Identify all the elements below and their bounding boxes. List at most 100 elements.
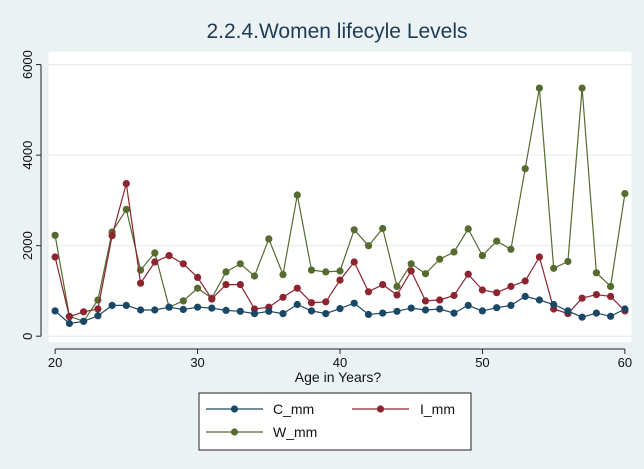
data-point [421,306,430,314]
data-point [80,308,88,316]
data-point [336,267,344,275]
legend: C_mm I_mm W_mm [198,392,472,451]
data-point [250,310,259,318]
data-point [322,268,330,276]
data-point [293,284,301,292]
y-axis: 0 2000 4000 6000 [20,50,42,340]
data-point [521,292,529,300]
data-point [151,249,159,257]
data-point [151,258,159,266]
data-point [507,301,515,309]
data-point [521,165,529,173]
data-point [578,84,586,92]
data-point [364,310,373,319]
data-point [621,305,629,313]
data-point [179,305,187,314]
data-point [108,232,116,240]
y-tick-label: 4000 [20,141,35,170]
data-point [293,300,301,309]
data-point [464,225,472,233]
data-point [65,313,73,321]
data-point [450,291,458,300]
data-point [521,277,529,285]
data-point [507,282,515,290]
data-point [379,224,387,233]
data-point [222,268,230,276]
y-tick-label: 0 [20,333,35,340]
data-point [621,190,629,198]
data-point [322,298,330,306]
legend-item-c-mm: C_mm [206,401,314,417]
data-point [336,305,344,313]
data-point [165,303,173,311]
data-point [450,309,458,317]
data-point [65,319,73,328]
legend-swatch-marker [230,428,239,436]
data-point [592,309,601,317]
data-point [236,307,244,315]
data-point [478,307,486,315]
data-point [336,276,344,284]
data-point [607,292,615,300]
data-point [279,271,287,279]
data-point [194,284,202,292]
legend-label: C_mm [273,401,314,417]
data-point [436,296,444,304]
data-point [179,297,187,305]
data-point [379,281,387,289]
series-i-mm [51,180,629,321]
series-layer [51,84,629,328]
data-point [564,257,572,266]
data-point [350,258,358,266]
data-point [550,264,558,272]
legend-item-w-mm: W_mm [206,424,317,440]
data-point [407,260,415,268]
data-point [578,313,586,321]
data-point [592,269,601,277]
data-point [222,281,230,289]
data-point [165,252,173,260]
data-point [507,245,515,253]
data-point [208,295,216,303]
data-point [493,289,501,297]
x-tick-label: 20 [48,355,62,370]
data-point [550,300,558,309]
x-axis: 20 30 40 50 60 [48,348,632,370]
data-point [194,273,202,281]
data-point [279,310,287,318]
data-point [307,266,316,274]
data-point [421,297,430,305]
data-point [51,307,59,315]
data-point [421,270,430,278]
data-point [236,260,244,268]
data-point [94,312,102,320]
data-point [250,272,259,280]
data-point [151,306,159,314]
chart-title: 2.2.4.Women lifecyle Levels [206,20,467,43]
x-tick-label: 60 [618,355,632,370]
data-point [350,299,358,307]
data-point [450,248,458,256]
legend-item-i-mm: I_mm [352,401,455,417]
plot-border [47,50,633,344]
data-point [51,253,59,261]
data-point [293,191,301,199]
data-point [393,282,401,290]
data-point [464,301,472,309]
x-axis-label: Age in Years? [295,369,382,385]
legend-label: I_mm [420,401,455,417]
data-point [592,291,601,299]
data-point [108,301,116,309]
x-tick-label: 50 [475,355,489,370]
data-point [407,304,415,312]
data-point [564,307,572,315]
y-tick-label: 2000 [20,231,35,260]
data-point [407,267,415,275]
data-point [350,226,358,234]
data-point [179,260,187,268]
legend-swatch-marker [230,405,239,413]
grid-lines [48,64,632,337]
data-point [94,305,102,313]
series-c-mm [51,292,629,328]
